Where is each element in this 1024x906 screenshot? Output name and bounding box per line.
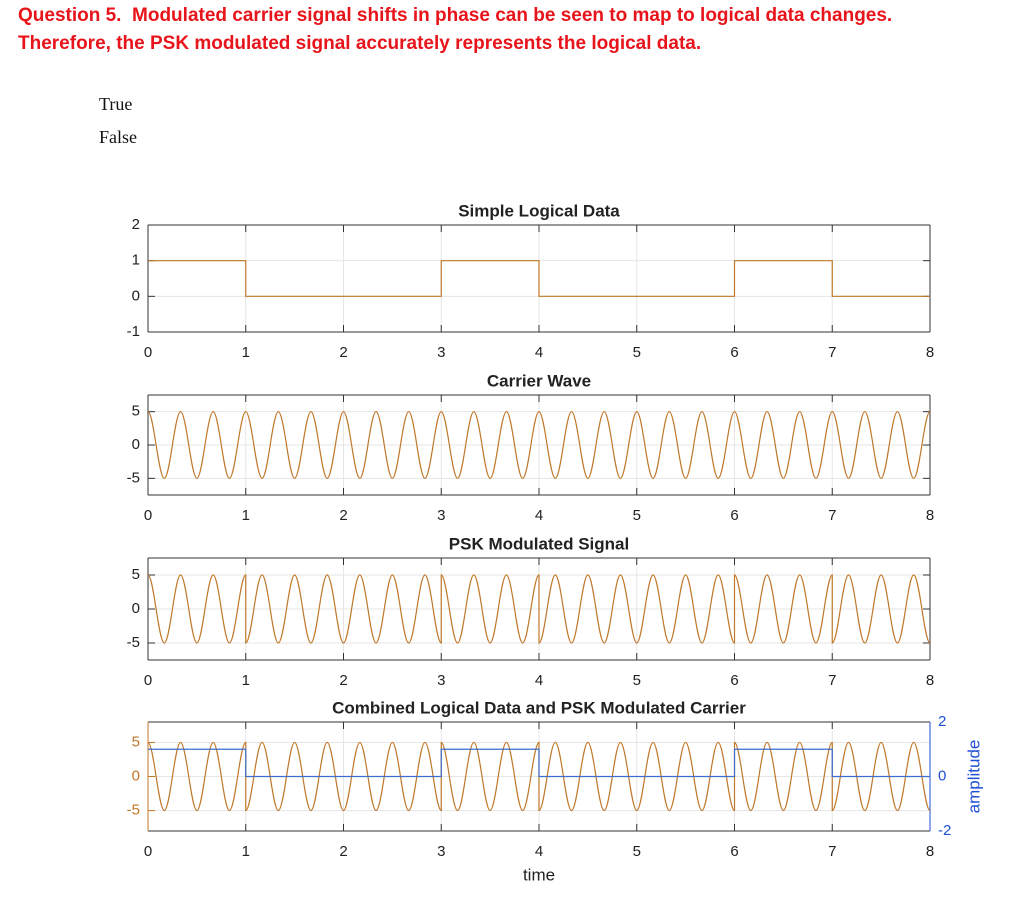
- signal-line: [147, 574, 931, 644]
- y-tick-label: -2: [938, 822, 951, 839]
- chart-title: Carrier Wave: [487, 371, 591, 390]
- x-tick-label: 1: [242, 344, 250, 361]
- x-tick-label: 7: [828, 507, 836, 524]
- x-tick-label: 4: [535, 672, 543, 689]
- x-tick-label: 5: [633, 507, 641, 524]
- y-tick-label: 2: [132, 216, 140, 233]
- y-tick-label: 0: [132, 600, 140, 617]
- chart-title: PSK Modulated Signal: [449, 534, 629, 553]
- x-axis-label: time: [523, 865, 555, 884]
- x-tick-label: 3: [437, 344, 445, 361]
- x-tick-label: 6: [730, 344, 738, 361]
- x-tick-label: 7: [828, 672, 836, 689]
- y-tick-label: -5: [127, 469, 140, 486]
- chart-title: Combined Logical Data and PSK Modulated …: [332, 698, 746, 717]
- y-tick-label: 0: [938, 767, 946, 784]
- x-tick-label: 2: [339, 672, 347, 689]
- x-tick-label: 7: [828, 843, 836, 860]
- signal-line: [147, 748, 930, 778]
- y-tick-label: 0: [132, 436, 140, 453]
- y-tick-label: 5: [132, 566, 140, 583]
- y-tick-label: 0: [132, 767, 140, 784]
- x-tick-label: 4: [535, 344, 543, 361]
- y-tick-label: -5: [127, 634, 140, 651]
- x-tick-label: 5: [633, 672, 641, 689]
- x-tick-label: 0: [144, 843, 152, 860]
- x-tick-label: 4: [535, 843, 543, 860]
- signal-line: [147, 411, 931, 479]
- x-tick-label: 5: [633, 344, 641, 361]
- question-text: Question 5. Modulated carrier signal shi…: [18, 5, 903, 54]
- x-tick-label: 0: [144, 507, 152, 524]
- option[interactable]: True: [99, 94, 133, 114]
- x-tick-label: 2: [339, 843, 347, 860]
- y2-axis-label: amplitude: [964, 740, 983, 814]
- x-tick-label: 7: [828, 344, 836, 361]
- x-tick-label: 2: [339, 507, 347, 524]
- y-tick-label: -5: [127, 802, 140, 819]
- chart-title: Simple Logical Data: [458, 201, 620, 220]
- x-tick-label: 8: [926, 672, 934, 689]
- option[interactable]: False: [99, 127, 137, 147]
- x-tick-label: 1: [242, 672, 250, 689]
- x-tick-label: 5: [633, 843, 641, 860]
- x-tick-label: 6: [730, 672, 738, 689]
- x-tick-label: 8: [926, 843, 934, 860]
- x-tick-label: 3: [437, 507, 445, 524]
- y-tick-label: 5: [132, 403, 140, 420]
- x-tick-label: 3: [437, 672, 445, 689]
- x-tick-label: 2: [339, 344, 347, 361]
- x-tick-label: 1: [242, 507, 250, 524]
- x-tick-label: 8: [926, 344, 934, 361]
- y-tick-label: 0: [132, 287, 140, 304]
- x-tick-label: 8: [926, 507, 934, 524]
- x-tick-label: 6: [730, 507, 738, 524]
- y-tick-label: -1: [127, 323, 140, 340]
- x-tick-label: 1: [242, 843, 250, 860]
- x-tick-label: 6: [730, 843, 738, 860]
- y-tick-label: 2: [938, 713, 946, 730]
- x-tick-label: 0: [144, 672, 152, 689]
- x-tick-label: 4: [535, 507, 543, 524]
- x-tick-label: 0: [144, 344, 152, 361]
- x-tick-label: 3: [437, 843, 445, 860]
- y-tick-label: 5: [132, 733, 140, 750]
- y-tick-label: 1: [132, 252, 140, 269]
- signal-line: [148, 260, 930, 297]
